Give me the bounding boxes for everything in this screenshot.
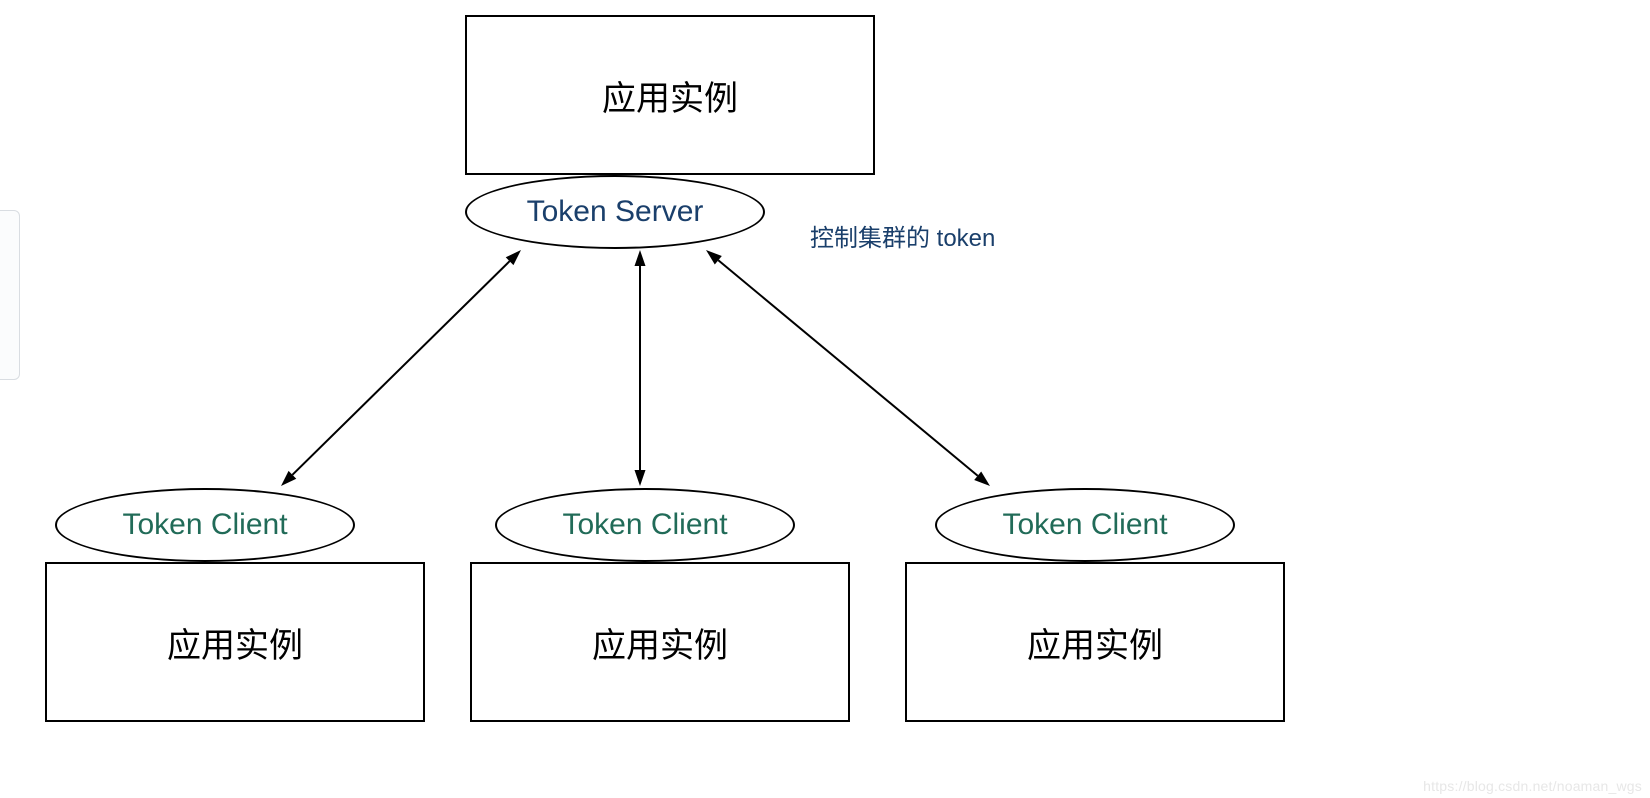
node-token-server: Token Server bbox=[465, 175, 765, 249]
label-token-client-mid: Token Client bbox=[562, 508, 727, 542]
annotation-text: 控制集群的 token bbox=[810, 225, 995, 252]
node-token-client-mid: Token Client bbox=[495, 488, 795, 562]
node-token-client-right: Token Client bbox=[935, 488, 1235, 562]
watermark: https://blog.csdn.net/noaman_wgs bbox=[1423, 778, 1642, 794]
annotation-token-control: 控制集群的 token bbox=[810, 218, 995, 253]
label-token-server: Token Server bbox=[527, 195, 704, 229]
edges-layer bbox=[0, 0, 1650, 798]
label-token-client-right: Token Client bbox=[1002, 508, 1167, 542]
label-token-client-left: Token Client bbox=[122, 508, 287, 542]
node-token-client-left: Token Client bbox=[55, 488, 355, 562]
